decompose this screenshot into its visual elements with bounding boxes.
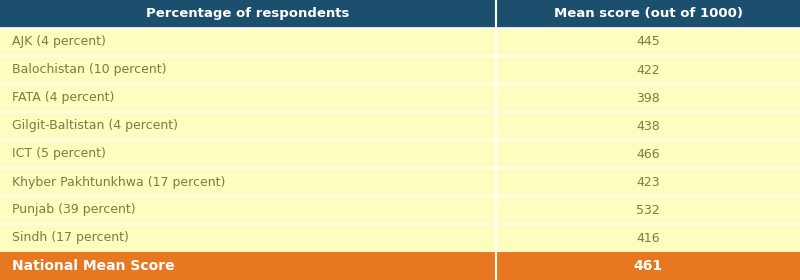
FancyBboxPatch shape [496, 168, 800, 196]
FancyBboxPatch shape [496, 196, 800, 224]
FancyBboxPatch shape [496, 112, 800, 140]
Text: Gilgit-Baltistan (4 percent): Gilgit-Baltistan (4 percent) [12, 120, 178, 132]
Text: Sindh (17 percent): Sindh (17 percent) [12, 232, 129, 244]
Text: 445: 445 [636, 36, 660, 48]
Text: FATA (4 percent): FATA (4 percent) [12, 92, 114, 104]
Text: 532: 532 [636, 204, 660, 216]
FancyBboxPatch shape [496, 224, 800, 252]
Text: AJK (4 percent): AJK (4 percent) [12, 36, 106, 48]
FancyBboxPatch shape [0, 252, 496, 280]
Text: Balochistan (10 percent): Balochistan (10 percent) [12, 64, 166, 76]
FancyBboxPatch shape [0, 168, 496, 196]
Text: Punjab (39 percent): Punjab (39 percent) [12, 204, 136, 216]
FancyBboxPatch shape [0, 224, 496, 252]
Text: 438: 438 [636, 120, 660, 132]
FancyBboxPatch shape [496, 28, 800, 56]
Text: 422: 422 [636, 64, 660, 76]
FancyBboxPatch shape [0, 196, 496, 224]
FancyBboxPatch shape [0, 140, 496, 168]
FancyBboxPatch shape [496, 252, 800, 280]
Text: 416: 416 [636, 232, 660, 244]
FancyBboxPatch shape [0, 56, 496, 84]
FancyBboxPatch shape [0, 28, 496, 56]
FancyBboxPatch shape [496, 0, 800, 28]
Text: 398: 398 [636, 92, 660, 104]
Text: ICT (5 percent): ICT (5 percent) [12, 148, 106, 160]
FancyBboxPatch shape [496, 84, 800, 112]
Text: National Mean Score: National Mean Score [12, 259, 174, 273]
Text: 466: 466 [636, 148, 660, 160]
Text: Mean score (out of 1000): Mean score (out of 1000) [554, 8, 742, 20]
FancyBboxPatch shape [0, 112, 496, 140]
Text: 461: 461 [634, 259, 662, 273]
FancyBboxPatch shape [496, 56, 800, 84]
FancyBboxPatch shape [496, 140, 800, 168]
Text: Percentage of respondents: Percentage of respondents [146, 8, 350, 20]
FancyBboxPatch shape [0, 84, 496, 112]
Text: Khyber Pakhtunkhwa (17 percent): Khyber Pakhtunkhwa (17 percent) [12, 176, 226, 188]
FancyBboxPatch shape [0, 0, 496, 28]
Text: 423: 423 [636, 176, 660, 188]
